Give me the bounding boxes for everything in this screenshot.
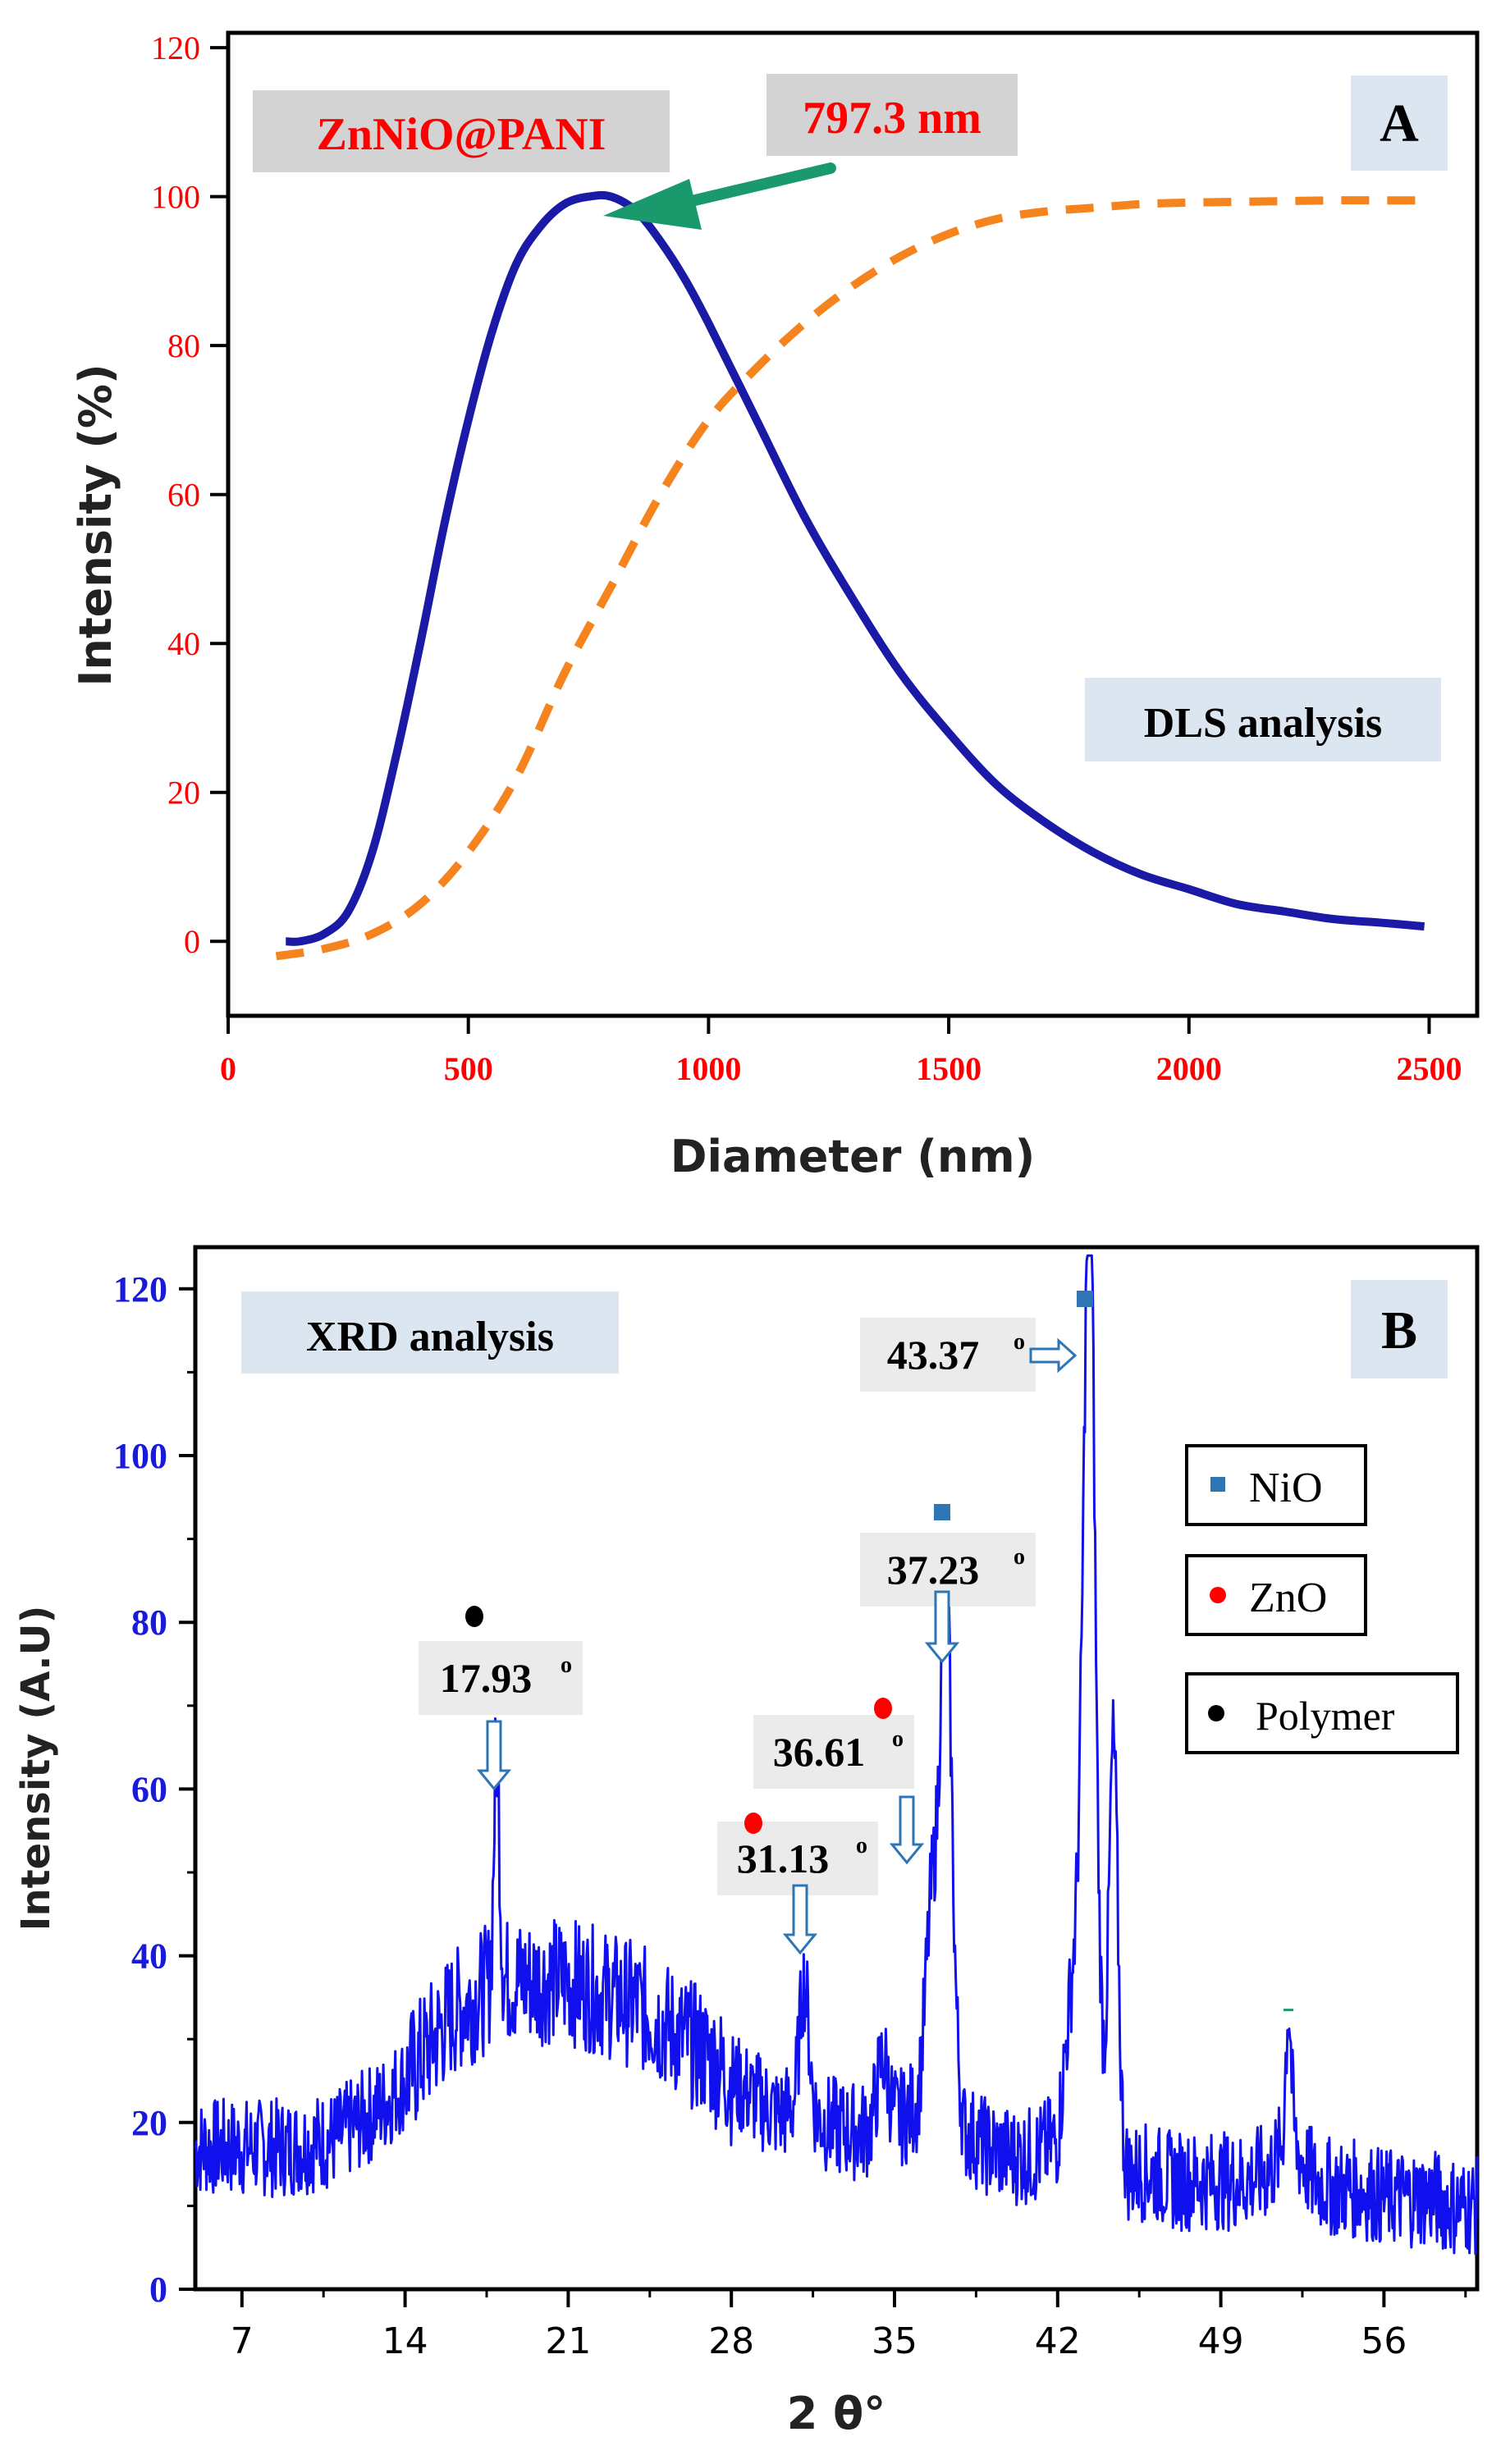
xrd-method-label: XRD analysis	[306, 1314, 554, 1360]
peak-position-label: 37.23	[887, 1547, 980, 1593]
degree-symbol: o	[1014, 1544, 1025, 1570]
y-tick-label: 0	[149, 2270, 167, 2310]
x-tick-label: 42	[1035, 2320, 1081, 2362]
y-tick-label: 20	[131, 2103, 167, 2143]
y-tick-label: 60	[131, 1769, 167, 1809]
degree-symbol: o	[561, 1653, 572, 1678]
y-tick-label: 80	[131, 1602, 167, 1643]
legend-entry-zno: ZnO	[1185, 1554, 1367, 1636]
x-tick-label: 500	[444, 1050, 493, 1087]
peak-annotation-label: 797.3 nm	[803, 93, 982, 144]
x-tick-label: 2000	[1156, 1050, 1222, 1087]
degree-symbol: o	[892, 1726, 904, 1752]
y-tick-label: 120	[151, 30, 200, 66]
method-label-box	[1085, 678, 1441, 761]
xrd-method-label-box	[241, 1291, 619, 1374]
nio-phase-marker-icon	[1077, 1291, 1093, 1307]
peak-label-box	[860, 1318, 1036, 1392]
peak-label-box	[717, 1822, 878, 1895]
method-label: DLS analysis	[1144, 700, 1382, 747]
peak-annotation-box	[766, 74, 1018, 156]
down-arrow-icon	[889, 1795, 925, 1865]
x-tick-label: 56	[1361, 2320, 1407, 2362]
zno-marker-icon	[1210, 1587, 1226, 1603]
x-axis-title: Diameter (nm)	[670, 1131, 1036, 1182]
y-tick-label: 100	[151, 179, 200, 216]
polymer-phase-marker-icon	[465, 1606, 483, 1627]
y-tick-label: 40	[131, 1936, 167, 1977]
series-cumulative-line	[275, 196, 1430, 961]
down-arrow-icon	[782, 1884, 818, 1955]
sample-label-box	[253, 90, 670, 172]
peak-position-label: 17.93	[440, 1655, 533, 1701]
legend-entry-polymer: Polymer	[1185, 1672, 1459, 1754]
sample-label: ZnNiO@PANI	[317, 109, 606, 160]
y-tick-label: 0	[184, 923, 200, 960]
legend-label-nio: NiO	[1249, 1465, 1323, 1511]
peak-label-box	[419, 1641, 583, 1715]
panel-a-dls-chart: 0 20 40 60 80 100 120 0 500 1000 1500 2000 2500 ZnN…	[70, 30, 1480, 1182]
legend-entry-nio: NiO	[1185, 1444, 1367, 1526]
peak-annotation: 17.93 o	[419, 1606, 583, 1791]
peak-annotation: 36.61 o	[753, 1698, 925, 1865]
series-distribution-line	[286, 190, 1425, 946]
x-tick-label: 1500	[916, 1050, 982, 1087]
peak-position-label: 31.13	[737, 1835, 830, 1881]
x-tick-label: 14	[382, 2320, 428, 2362]
panel-a-plot-frame	[226, 30, 1480, 1018]
x-tick-label: 1000	[675, 1050, 741, 1087]
x-tick-label: 2500	[1396, 1050, 1462, 1087]
y-tick-label: 20	[167, 775, 200, 811]
y-axis-title: Intensity (%)	[70, 363, 121, 686]
xrd-y-axis-title: Intensity (A.U)	[13, 1606, 59, 1931]
legend-label-zno: ZnO	[1249, 1575, 1327, 1621]
y-tick-label: 60	[167, 477, 200, 514]
peak-annotation: 43.37 o	[860, 1291, 1093, 1392]
peak-label-box	[753, 1715, 914, 1789]
right-arrow-icon	[1029, 1337, 1078, 1374]
nio-marker-icon	[1210, 1477, 1225, 1492]
degree-symbol: o	[856, 1833, 867, 1858]
x-tick-label: 28	[708, 2320, 754, 2362]
x-tick-label: 49	[1198, 2320, 1244, 2362]
y-tick-label: 100	[113, 1436, 167, 1476]
legend: NiO ZnO Polymer	[1185, 1444, 1459, 1754]
y-tick-label: 80	[167, 327, 200, 364]
panel-b-label-box	[1351, 1280, 1448, 1378]
zno-phase-marker-icon	[744, 1813, 762, 1834]
polymer-marker-icon	[1208, 1705, 1224, 1721]
degree-symbol: o	[1014, 1329, 1025, 1355]
y-tick-label: 40	[167, 625, 200, 662]
x-tick-label: 21	[545, 2320, 591, 2362]
x-tick-label: 0	[220, 1050, 236, 1087]
panel-b-label: B	[1381, 1301, 1417, 1360]
peak-position-label: 43.37	[887, 1332, 980, 1378]
zno-phase-marker-icon	[874, 1698, 892, 1719]
down-arrow-icon	[476, 1720, 512, 1791]
peak-annotation: 37.23 o	[860, 1504, 1036, 1664]
peak-position-label: 36.61	[773, 1729, 866, 1775]
panel-a-label-box	[1351, 75, 1448, 171]
peak-arrow	[603, 162, 836, 230]
nio-phase-marker-icon	[934, 1504, 950, 1520]
x-tick-label: 35	[872, 2320, 917, 2362]
xrd-x-axis-title: 2 θ°	[787, 2388, 885, 2439]
x-tick-label: 7	[231, 2320, 254, 2362]
peak-annotation: 31.13 o	[717, 1813, 878, 1955]
down-arrow-icon	[924, 1590, 960, 1664]
y-tick-label: 120	[113, 1269, 167, 1310]
panel-a-label: A	[1380, 94, 1419, 153]
series-xrd-pattern	[194, 1254, 1479, 2256]
legend-label-polymer: Polymer	[1256, 1693, 1395, 1739]
